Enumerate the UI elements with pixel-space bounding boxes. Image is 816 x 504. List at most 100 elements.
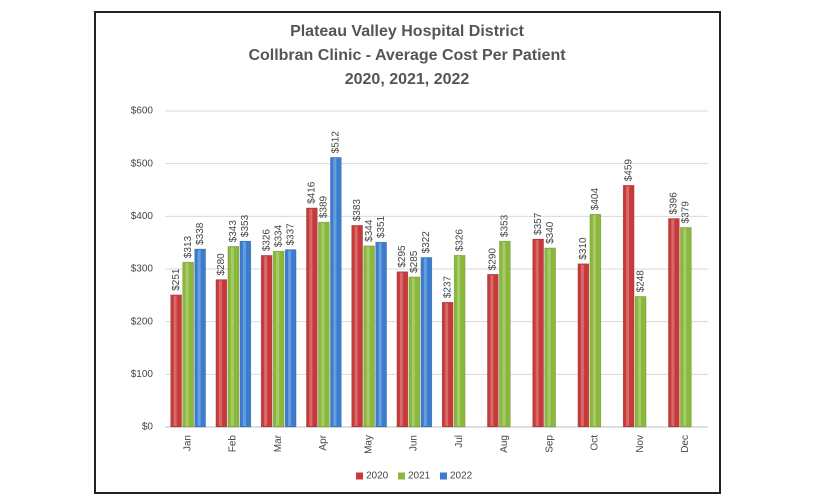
x-tick-label: Aug [499,435,510,453]
value-label: $248 [635,270,646,293]
bar-highlight [366,246,370,426]
value-label: $285 [409,250,420,273]
x-tick-label: Mar [273,434,284,452]
bar-highlight [230,247,234,426]
chart-title: Collbran Clinic - Average Cost Per Patie… [248,47,566,64]
bar-highlight [197,249,201,426]
bar [182,261,194,428]
bar [272,250,285,428]
bar-highlight [592,215,596,426]
bar-highlight [399,272,403,426]
value-label: $351 [376,215,387,238]
bar-highlight [276,252,280,426]
value-label: $379 [681,201,692,224]
value-label: $322 [421,231,432,254]
value-label: $416 [307,181,318,204]
value-label: $251 [171,268,182,291]
x-tick-label: Sep [544,435,555,453]
bar [260,255,273,428]
legend-label: 2022 [450,471,473,482]
bar [351,225,363,428]
value-label: $396 [669,192,680,215]
value-label: $280 [216,253,227,276]
bar [532,238,544,428]
y-tick-label: $200 [131,316,154,327]
value-label: $334 [273,224,284,247]
legend-label: 2020 [366,471,389,482]
value-label: $340 [545,221,556,244]
bar [318,221,330,428]
value-label: $237 [442,275,453,298]
y-tick-label: $0 [142,422,154,433]
value-label: $512 [331,131,342,154]
bar-highlight [411,277,415,426]
bar [499,240,511,428]
x-tick-label: Apr [318,434,329,450]
bar [408,276,421,428]
bar-highlight [580,264,584,426]
legend-swatch [356,472,363,480]
bar [441,301,454,428]
value-label: $389 [319,195,330,218]
bar [589,213,602,428]
x-tick-label: May [363,435,374,454]
x-tick-label: Jul [454,435,465,448]
value-label: $326 [261,229,272,252]
y-tick-label: $600 [131,106,154,117]
x-tick-label: Feb [228,435,239,453]
value-label: $295 [397,245,408,268]
y-tick-label: $400 [131,211,154,222]
legend-swatch [440,472,447,480]
bar [330,157,342,428]
bar-highlight [333,158,337,426]
bar [668,218,680,428]
bar-highlight [535,239,539,426]
bar-highlight [626,186,630,426]
bar-highlight [683,228,687,426]
bar [680,227,692,428]
bar-highlight [638,297,642,426]
bar-highlight [321,223,325,426]
y-tick-label: $500 [131,158,154,169]
bar-highlight [502,242,506,426]
value-label: $338 [195,222,206,245]
bar [622,185,635,428]
bar [375,241,387,428]
value-label: $290 [488,248,499,271]
bar [420,257,433,428]
x-tick-label: Oct [590,435,601,451]
value-label: $344 [364,219,375,242]
bar [634,296,647,428]
bar-highlight [445,303,449,426]
x-tick-label: Jan [182,435,193,451]
x-tick-label: Jun [409,435,420,451]
bar-highlight [490,275,494,426]
value-label: $313 [183,235,194,258]
value-label: $310 [578,237,589,260]
bar [396,271,409,428]
bar [215,279,228,428]
bar-highlight [423,258,427,426]
bar-highlight [378,243,382,426]
bar [453,255,466,428]
bar-highlight [309,208,313,426]
bar [284,249,297,428]
bar [239,240,252,428]
bar [194,248,206,428]
value-label: $383 [352,199,363,222]
value-label: $326 [454,229,465,252]
bar-highlight [264,256,268,426]
bar-highlight [288,250,292,426]
bar [544,247,556,428]
value-label: $353 [500,214,511,237]
bar [487,274,499,428]
bar [170,294,182,428]
value-label: $404 [590,188,601,211]
legend-swatch [398,472,405,480]
bar-highlight [671,219,675,426]
bar [363,245,375,428]
value-label: $337 [285,223,296,246]
bar [577,263,590,428]
